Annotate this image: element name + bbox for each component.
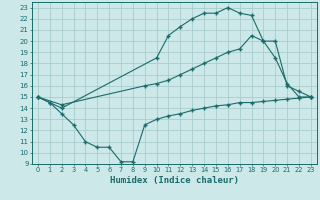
X-axis label: Humidex (Indice chaleur): Humidex (Indice chaleur)	[110, 176, 239, 185]
